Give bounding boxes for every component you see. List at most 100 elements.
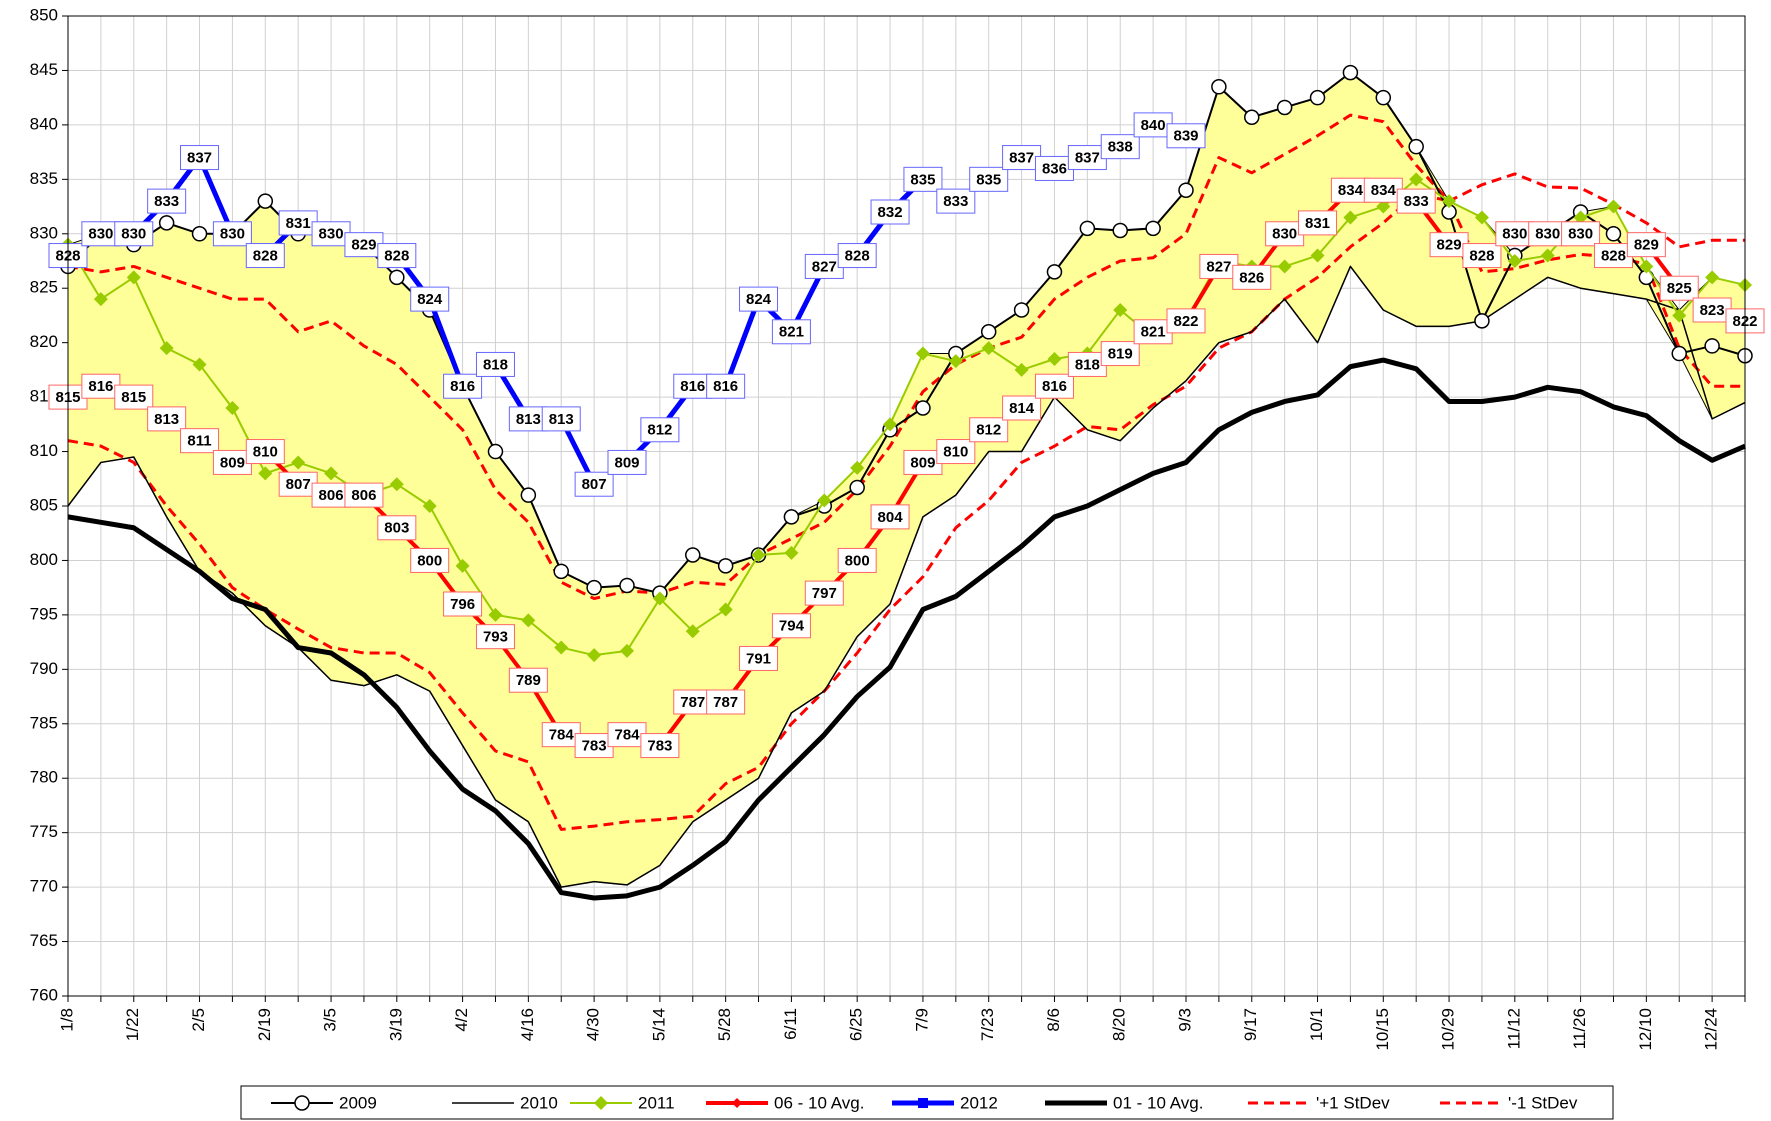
- marker: [1079, 220, 1096, 237]
- legend-item: 2011: [570, 1093, 675, 1112]
- marker: [751, 548, 766, 562]
- marker: [389, 269, 405, 286]
- marker: [191, 226, 208, 242]
- plot-frame: [67, 15, 1746, 997]
- marker: [1376, 199, 1391, 214]
- x-tick-label: 8/20: [1110, 1008, 1129, 1041]
- data-label-box: [180, 428, 220, 454]
- data-label-box: [706, 373, 746, 399]
- legend-label: 2009: [339, 1093, 377, 1112]
- data-label: 784: [549, 727, 575, 744]
- data-label: 816: [1042, 378, 1067, 395]
- data-label: 837: [187, 150, 212, 167]
- data-label-box: [969, 417, 1009, 443]
- data-label: 819: [1108, 346, 1133, 363]
- series-line: [67, 357, 1746, 901]
- data-label-box: [870, 199, 910, 225]
- data-label: 807: [286, 476, 311, 493]
- data-label: 837: [1075, 150, 1100, 167]
- marker: [1375, 89, 1392, 106]
- marker: [487, 443, 504, 460]
- data-label: 838: [1108, 139, 1133, 156]
- data-label: 818: [1075, 356, 1100, 373]
- data-label: 830: [1535, 226, 1560, 243]
- y-tick-label: 820: [30, 332, 58, 351]
- data-label-box: [114, 221, 154, 247]
- data-label: 800: [417, 552, 442, 569]
- data-label: 826: [1239, 269, 1264, 286]
- data-label-box: [739, 645, 779, 671]
- marker: [980, 324, 997, 340]
- x-tick-label: 8/6: [1044, 1008, 1063, 1032]
- data-label-box: [147, 406, 187, 432]
- data-label: 828: [253, 248, 278, 265]
- marker: [389, 477, 404, 492]
- data-label: 809: [220, 454, 245, 471]
- data-label-box: [147, 188, 187, 214]
- data-label: 815: [121, 389, 146, 406]
- marker: [1014, 362, 1029, 377]
- data-label: 830: [1502, 226, 1527, 243]
- data-label: 818: [483, 356, 508, 373]
- y-tick-label: 770: [30, 877, 58, 896]
- data-label-box: [1561, 221, 1601, 247]
- marker: [981, 341, 996, 356]
- x-tick-label: 9/17: [1241, 1008, 1260, 1041]
- marker: [586, 579, 602, 596]
- data-label-box: [936, 188, 976, 214]
- y-tick-label: 850: [30, 5, 58, 24]
- x-tick-label: 6/25: [847, 1008, 866, 1041]
- data-label-box: [410, 286, 450, 312]
- marker: [520, 487, 537, 503]
- data-label-box: [475, 351, 515, 377]
- x-tick-label: 9/3: [1175, 1008, 1194, 1032]
- data-label-box: [1692, 297, 1732, 323]
- data-label-box: [673, 373, 713, 399]
- legend-label: 2011: [638, 1093, 675, 1112]
- x-tick-label: 7/23: [978, 1008, 997, 1041]
- data-label-box: [771, 319, 811, 345]
- data-label: 812: [647, 422, 672, 439]
- data-label-box: [574, 471, 614, 497]
- marker: [1606, 199, 1621, 214]
- data-label-box: [837, 547, 877, 573]
- data-label: 794: [779, 618, 805, 635]
- data-label: 789: [516, 672, 541, 689]
- marker: [948, 354, 963, 369]
- marker: [717, 558, 734, 574]
- marker: [883, 417, 898, 432]
- marker: [915, 400, 931, 416]
- data-label-box: [903, 166, 943, 192]
- marker: [685, 547, 701, 563]
- marker: [1309, 89, 1326, 106]
- data-label-box: [81, 221, 121, 247]
- marker: [291, 455, 306, 470]
- data-label: 803: [384, 520, 409, 537]
- data-label-box: [81, 373, 121, 399]
- data-label: 830: [1568, 226, 1593, 243]
- marker: [158, 215, 175, 231]
- data-label: 824: [417, 291, 443, 308]
- marker: [1046, 264, 1063, 280]
- x-tick-label: 3/19: [386, 1008, 405, 1041]
- data-label: 809: [910, 454, 935, 471]
- y-tick-label: 835: [30, 169, 58, 188]
- legend-item: '+1 StDev: [1248, 1093, 1390, 1112]
- x-tick-label: 10/29: [1439, 1008, 1458, 1051]
- y-tick-label: 785: [30, 713, 58, 732]
- data-label: 809: [614, 454, 639, 471]
- x-tick-label: 10/15: [1373, 1008, 1392, 1051]
- marker: [1276, 99, 1293, 116]
- data-label: 811: [187, 433, 211, 450]
- marker: [817, 493, 832, 508]
- y-tick-label: 765: [30, 931, 58, 950]
- data-label-box: [508, 406, 548, 432]
- legend-marker: [294, 1095, 310, 1111]
- data-label: 828: [1469, 248, 1494, 265]
- marker: [1409, 172, 1424, 187]
- data-label: 834: [1371, 182, 1397, 199]
- marker: [1540, 248, 1555, 263]
- x-tick-label: 3/5: [321, 1008, 340, 1032]
- data-label-box: [1100, 341, 1140, 367]
